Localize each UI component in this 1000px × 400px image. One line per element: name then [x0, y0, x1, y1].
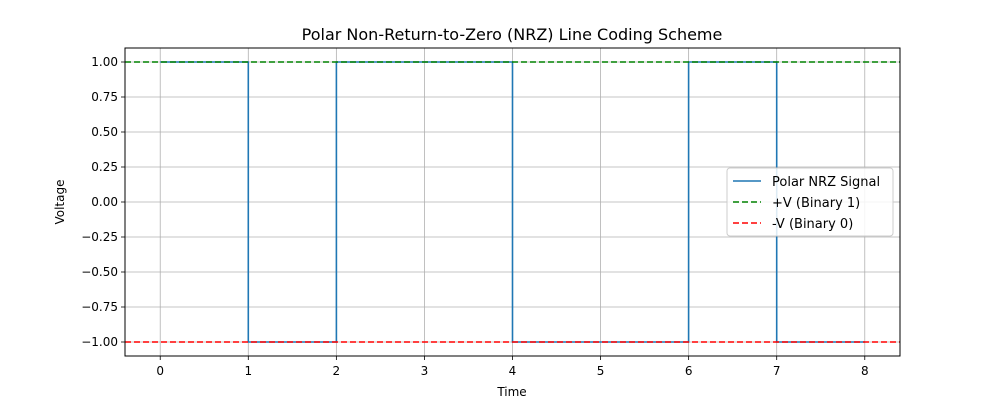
- x-tick-label: 7: [773, 364, 781, 378]
- legend-label: +V (Binary 1): [772, 196, 860, 211]
- x-tick-label: 2: [333, 364, 341, 378]
- x-tick-label: 6: [685, 364, 693, 378]
- x-tick-label: 1: [244, 364, 252, 378]
- x-tick-label: 3: [421, 364, 429, 378]
- legend-box: [726, 167, 894, 237]
- y-tick-label: −0.25: [81, 230, 118, 244]
- x-tick-label: 4: [509, 364, 517, 378]
- y-tick-label: 0.25: [91, 160, 118, 174]
- axes-frame: [124, 47, 901, 357]
- x-tick-label: 8: [861, 364, 869, 378]
- x-axis-ticks: 0 1 2 3 4 5 6 7 8: [156, 356, 869, 378]
- y-axis-label: Voltage: [53, 179, 67, 224]
- y-tick-label: 0.75: [91, 90, 118, 104]
- legend-label: -V (Binary 0): [772, 217, 853, 232]
- y-tick-label: 0.50: [91, 125, 118, 139]
- y-tick-label: 1.00: [91, 55, 118, 69]
- y-axis-ticks: 1.00 0.75 0.50 0.25 0.00 −0.25 −0.50 −0.75 −1.00: [81, 55, 125, 349]
- legend: Polar NRZ Signal +V (Binary 1) -V (Binary …: [726, 167, 894, 237]
- y-tick-label: −0.75: [81, 300, 118, 314]
- legend-label: Polar NRZ Signal: [772, 175, 880, 190]
- y-tick-label: −1.00: [81, 335, 118, 349]
- chart-title: Polar Non-Return-to-Zero (NRZ) Line Codi…: [302, 25, 723, 44]
- x-tick-label: 5: [597, 364, 605, 378]
- y-tick-label: 0.00: [91, 195, 118, 209]
- y-tick-label: −0.50: [81, 265, 118, 279]
- plot-area: [125, 61, 900, 343]
- x-axis-label: Time: [496, 385, 526, 399]
- x-tick-label: 0: [156, 364, 164, 378]
